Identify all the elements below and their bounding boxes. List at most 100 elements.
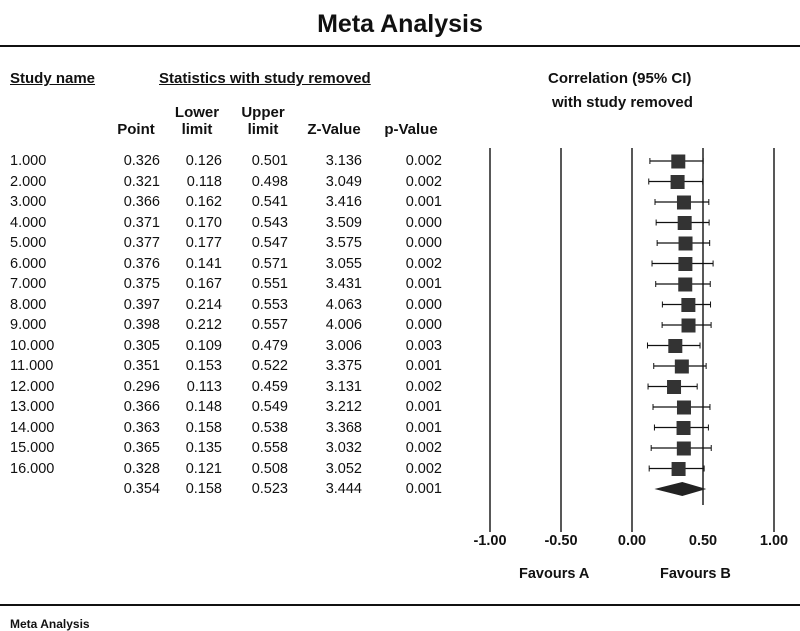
upper-limit-cell: 0.547 [251, 235, 288, 251]
point-cell: 0.365 [123, 440, 160, 456]
bottom-rule [0, 604, 800, 606]
upper-limit-cell: 0.479 [251, 337, 288, 354]
study-name-cell: 3.000 [10, 194, 47, 210]
x-tick-label: -0.50 [544, 533, 578, 549]
point-marker [670, 175, 685, 189]
z-value-cell: 3.006 [325, 337, 362, 354]
point-cell: 0.321 [123, 173, 160, 190]
study-name-cell: 4.000 [10, 214, 47, 231]
lower-limit-cell: 0.153 [185, 358, 222, 374]
point-marker [676, 421, 691, 435]
header-study-name: Study name [10, 70, 96, 87]
p-value-cell: 0.001 [405, 358, 442, 374]
study-name-cell: 7.000 [10, 276, 47, 292]
study-name-cell: 14.000 [10, 419, 55, 436]
p-value-cell: 0.000 [405, 317, 442, 333]
lower-limit-cell: 0.148 [185, 399, 222, 415]
point-cell: 0.376 [123, 255, 160, 272]
upper-limit-cell: 0.543 [251, 214, 288, 231]
point-marker [671, 154, 686, 169]
upper-limit-cell: 0.508 [251, 460, 288, 477]
study-name-cell: 12.000 [10, 378, 55, 395]
x-tick-label: 1.00 [759, 533, 789, 549]
point-marker [676, 441, 691, 456]
page-title: Meta Analysis [317, 10, 483, 38]
z-value-cell: 3.444 [325, 481, 362, 497]
x-tick-label: 0.00 [617, 533, 647, 549]
p-value-cell: 0.002 [405, 153, 442, 169]
study-name-cell: 8.000 [10, 296, 47, 313]
p-value-cell: 0.001 [405, 194, 442, 210]
p-value-cell: 0.000 [405, 296, 442, 313]
point-marker [681, 298, 696, 312]
p-value-cell: 0.002 [405, 255, 442, 272]
z-value-cell: 3.375 [325, 358, 362, 374]
point-cell: 0.366 [123, 399, 160, 415]
lower-limit-cell: 0.170 [185, 214, 222, 231]
upper-limit-cell: 0.501 [251, 153, 288, 169]
header-upper-line2: limit [247, 121, 279, 138]
lower-limit-cell: 0.158 [185, 481, 222, 497]
p-value-cell: 0.002 [405, 460, 442, 477]
z-value-cell: 3.049 [325, 173, 362, 190]
point-cell: 0.397 [123, 296, 160, 313]
point-cell: 0.296 [123, 378, 160, 395]
lower-limit-cell: 0.214 [185, 296, 222, 313]
header-point-label: Point [117, 121, 155, 138]
point-marker [676, 400, 691, 415]
x-tick-label: 0.50 [688, 533, 718, 549]
header-zvalue-label: Z-Value [307, 121, 361, 138]
point-marker [668, 339, 683, 353]
z-value-cell: 3.509 [325, 214, 362, 231]
p-value-cell: 0.002 [405, 440, 442, 456]
p-value-cell: 0.001 [405, 419, 442, 436]
study-name-cell: 15.000 [10, 440, 55, 456]
p-value-cell: 0.000 [405, 235, 442, 251]
upper-limit-cell: 0.571 [251, 255, 288, 272]
upper-limit-cell: 0.459 [251, 378, 288, 395]
study-name-cell: 9.000 [10, 317, 47, 333]
point-cell: 0.351 [123, 358, 160, 374]
lower-limit-cell: 0.167 [185, 276, 222, 292]
upper-limit-cell: 0.498 [251, 173, 288, 190]
point-cell: 0.326 [123, 153, 160, 169]
upper-limit-cell: 0.538 [251, 419, 288, 436]
point-cell: 0.366 [123, 194, 160, 210]
top-rule [0, 45, 800, 47]
lower-limit-cell: 0.126 [185, 153, 222, 169]
point-cell: 0.305 [123, 337, 160, 354]
p-value-cell: 0.001 [405, 481, 442, 497]
z-value-cell: 4.063 [325, 296, 362, 313]
lower-limit-cell: 0.121 [185, 460, 222, 477]
study-name-cell: 5.000 [10, 235, 47, 251]
point-marker [681, 318, 696, 333]
point-marker [676, 195, 691, 210]
study-name-cell: 6.000 [10, 255, 47, 272]
header-zvalue: Z-Value [294, 121, 374, 138]
point-cell: 0.363 [123, 419, 160, 436]
point-cell: 0.377 [123, 235, 160, 251]
upper-limit-cell: 0.522 [251, 358, 288, 374]
summary-diamond [654, 482, 707, 496]
point-marker [674, 359, 689, 374]
lower-limit-cell: 0.113 [186, 378, 222, 395]
header-upper: Upper limit [232, 104, 294, 138]
lower-limit-cell: 0.141 [185, 255, 222, 272]
study-name-cell: 11.000 [10, 358, 54, 374]
z-value-cell: 3.368 [325, 419, 362, 436]
z-value-cell: 3.136 [325, 153, 362, 169]
lower-limit-cell: 0.177 [185, 235, 222, 251]
point-cell: 0.398 [123, 317, 160, 333]
header-lower: Lower limit [166, 104, 228, 138]
lower-limit-cell: 0.135 [185, 440, 222, 456]
z-value-cell: 3.032 [325, 440, 362, 456]
favours-b-label: Favours B [660, 566, 731, 582]
point-marker [671, 462, 686, 476]
z-value-cell: 3.416 [325, 194, 362, 210]
point-marker [678, 257, 693, 271]
p-value-cell: 0.001 [405, 276, 442, 292]
header-pvalue: p-Value [374, 121, 448, 138]
header-point: Point [108, 121, 164, 138]
point-cell: 0.328 [123, 460, 160, 477]
